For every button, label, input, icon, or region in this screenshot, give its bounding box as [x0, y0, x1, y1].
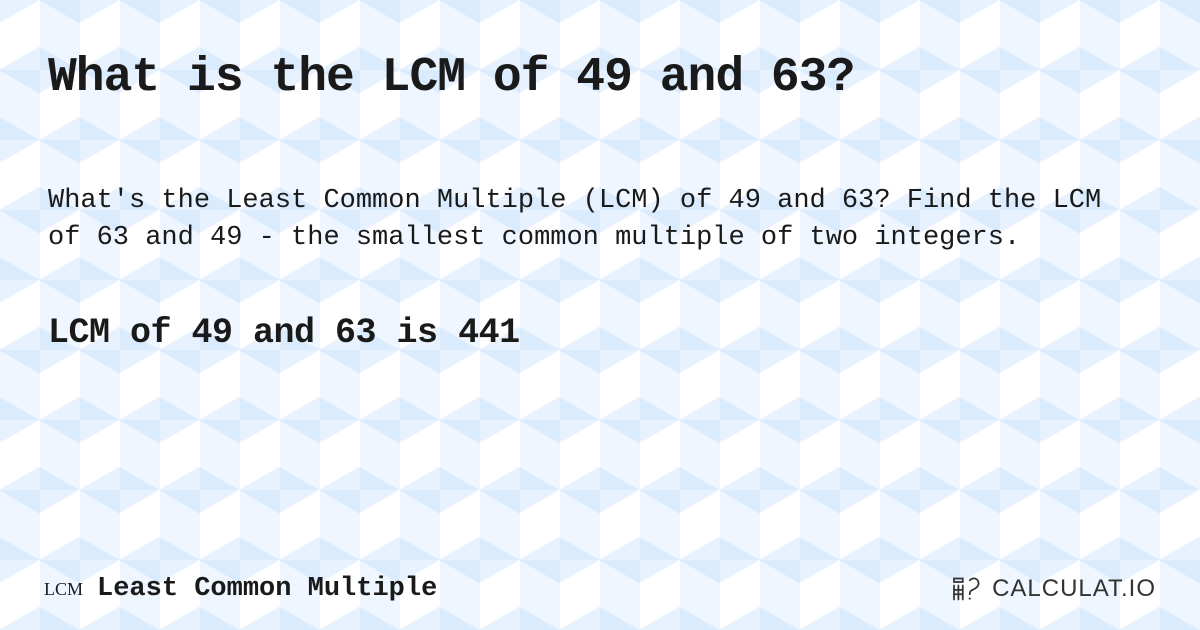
footer-left: LCM Least Common Multiple [44, 574, 437, 604]
description-text: What's the Least Common Multiple (LCM) o… [48, 183, 1148, 258]
page-title: What is the LCM of 49 and 63? [48, 52, 1152, 105]
footer-label: Least Common Multiple [97, 574, 437, 604]
brand-block: CALCULAT.IO [950, 575, 1156, 603]
content-area: What is the LCM of 49 and 63? What's the… [0, 0, 1200, 630]
brand-text: CALCULAT.IO [992, 575, 1156, 603]
footer-abbr: LCM [44, 579, 83, 600]
calculator-icon [950, 575, 986, 603]
result-text: LCM of 49 and 63 is 441 [48, 313, 1152, 353]
footer-bar: LCM Least Common Multiple CALCULAT.IO [0, 558, 1200, 630]
